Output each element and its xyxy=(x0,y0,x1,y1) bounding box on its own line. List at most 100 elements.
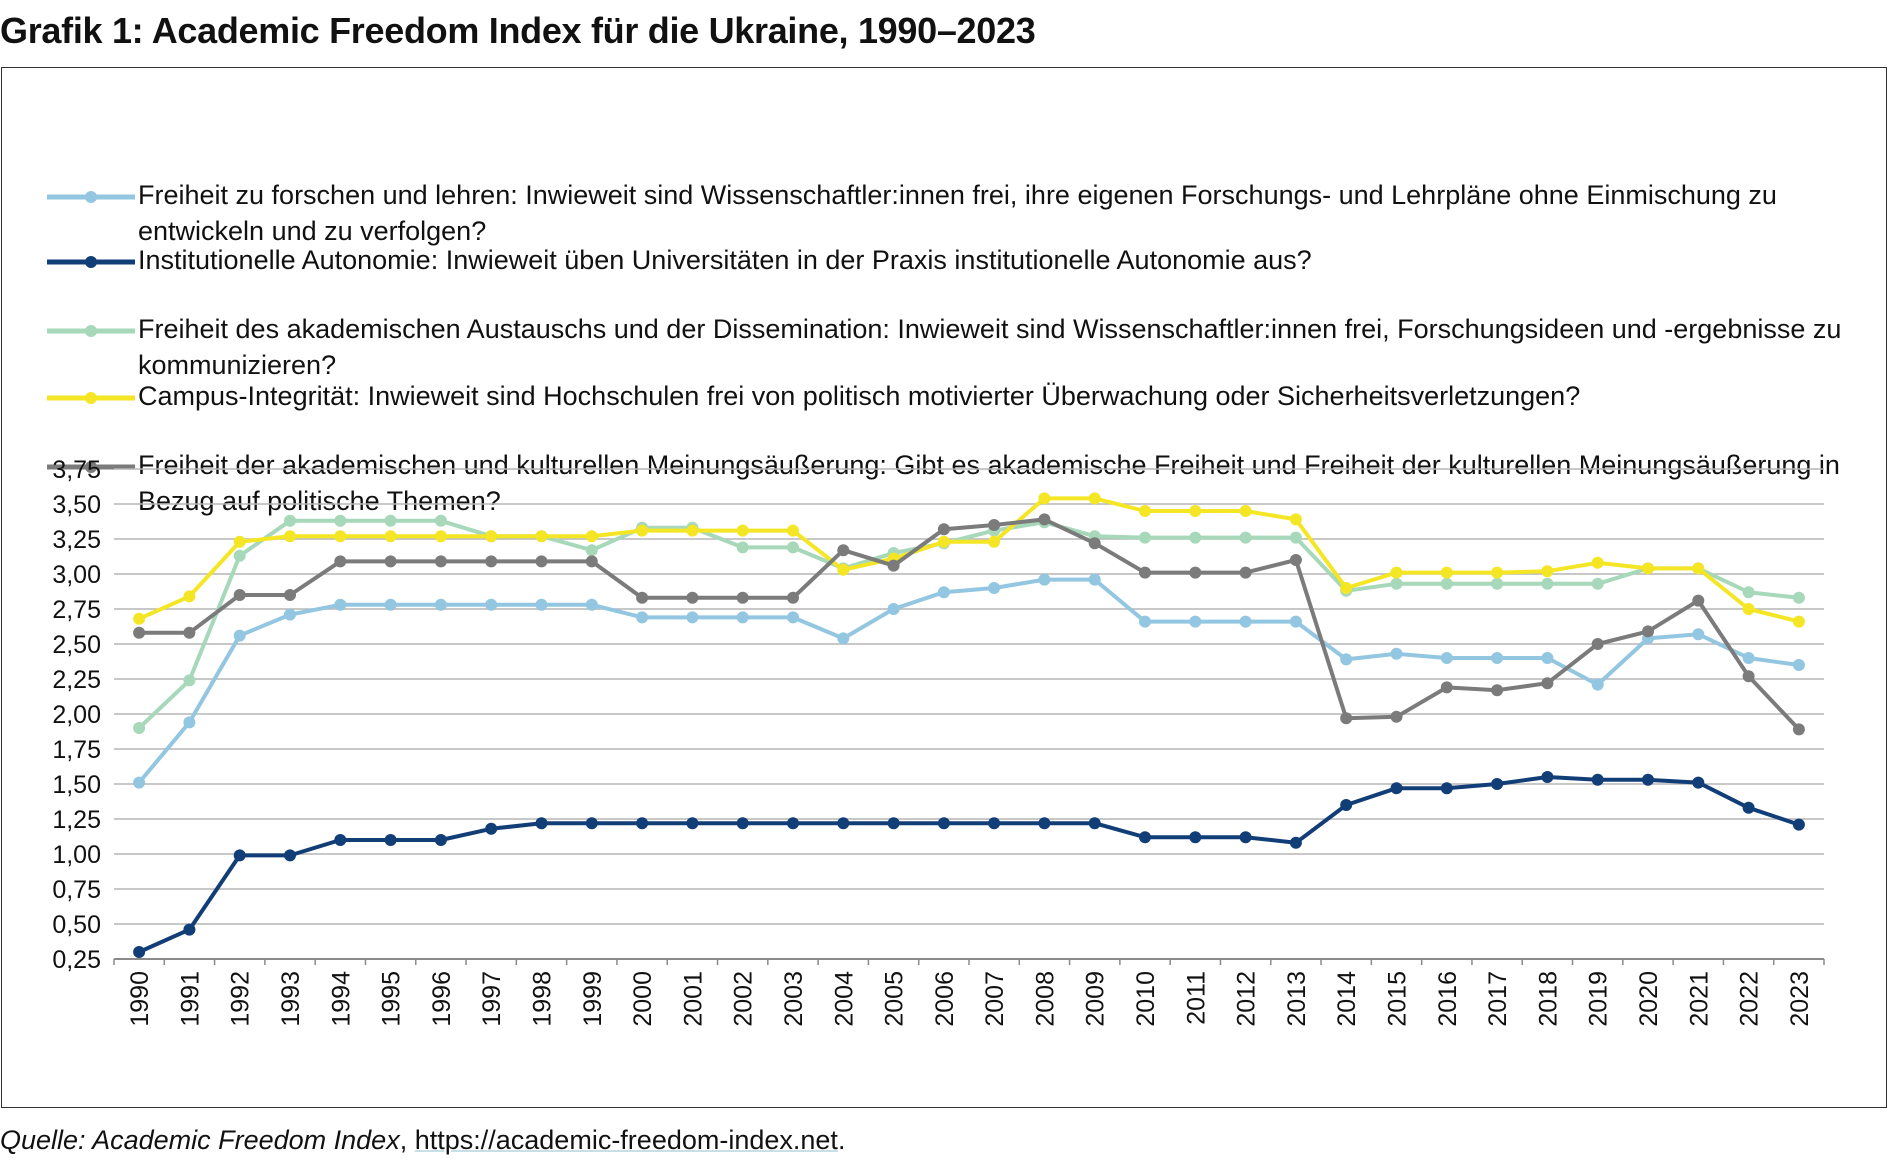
series-line xyxy=(137,518,1800,730)
data-point xyxy=(1390,566,1403,579)
data-point xyxy=(1491,778,1504,790)
data-point xyxy=(1792,659,1805,671)
x-tick-label: 2000 xyxy=(629,971,657,1027)
data-point xyxy=(787,611,799,624)
data-point xyxy=(1440,566,1453,579)
x-tick-label: 2015 xyxy=(1384,971,1412,1027)
data-point xyxy=(1440,782,1453,795)
data-point xyxy=(736,817,749,830)
data-point xyxy=(535,555,548,568)
data-point xyxy=(1792,615,1805,628)
x-tick-label: 2019 xyxy=(1585,971,1613,1027)
data-point xyxy=(1139,505,1151,517)
series-line xyxy=(138,775,1800,954)
data-point xyxy=(1591,678,1604,691)
legend-swatch-research-teaching xyxy=(47,191,135,203)
data-point xyxy=(434,530,447,543)
legend-swatch-institutional-autonomy xyxy=(47,256,135,268)
data-point xyxy=(1591,577,1604,590)
source-note: Quelle: Academic Freedom Index, https://… xyxy=(0,1125,845,1156)
y-tick-label: 2,25 xyxy=(52,666,101,694)
data-point xyxy=(384,598,397,611)
data-point xyxy=(736,611,749,624)
data-point xyxy=(787,524,799,537)
source-name: Academic Freedom Index xyxy=(92,1125,400,1155)
data-point xyxy=(837,817,850,830)
data-point xyxy=(133,612,146,625)
data-point xyxy=(686,817,699,830)
data-point xyxy=(1340,653,1353,666)
data-point xyxy=(686,611,699,624)
data-point xyxy=(1390,782,1403,795)
data-point xyxy=(1038,573,1051,586)
data-point xyxy=(183,674,196,687)
data-point xyxy=(1340,712,1353,725)
x-tick-label: 2014 xyxy=(1333,971,1361,1027)
data-point xyxy=(384,514,397,527)
data-point xyxy=(183,590,196,603)
data-point xyxy=(1491,577,1504,590)
data-point xyxy=(887,817,900,830)
data-point xyxy=(937,586,950,599)
series-4 xyxy=(133,513,1805,736)
source-link[interactable]: https://academic-freedom-index.net xyxy=(414,1125,838,1155)
data-point xyxy=(133,626,146,639)
x-tick-label: 1999 xyxy=(579,971,607,1027)
data-point xyxy=(1390,710,1403,723)
data-point xyxy=(837,544,850,557)
series-line xyxy=(138,496,1800,624)
x-tick-label: 2007 xyxy=(981,971,1009,1027)
data-point xyxy=(1440,681,1453,694)
data-point xyxy=(1390,577,1403,590)
data-point xyxy=(284,589,296,601)
data-point xyxy=(1038,817,1051,830)
data-point xyxy=(334,530,347,543)
data-point xyxy=(585,817,598,830)
y-axis-ticks: 0,25 0,50 0,75 1,00 1,25 1,50 1,75 2,00 2,25 2,50… xyxy=(52,456,101,974)
data-point xyxy=(1038,513,1051,526)
data-point xyxy=(1088,573,1101,586)
data-point xyxy=(1088,537,1101,550)
data-point xyxy=(485,530,498,543)
data-point xyxy=(787,541,799,554)
x-tick-label: 2017 xyxy=(1484,971,1512,1027)
data-point xyxy=(1289,836,1302,849)
data-point xyxy=(1340,799,1353,811)
data-point xyxy=(1139,831,1151,844)
data-point xyxy=(1340,582,1353,594)
data-point xyxy=(1491,684,1504,697)
data-point xyxy=(485,822,498,835)
data-point xyxy=(1792,723,1805,736)
data-point xyxy=(1289,513,1302,526)
data-point xyxy=(787,591,799,604)
x-tick-label: 1992 xyxy=(227,971,255,1027)
x-tick-label: 1993 xyxy=(277,971,305,1027)
data-point xyxy=(988,817,1001,830)
data-point xyxy=(1239,615,1252,628)
y-tick-label: 0,50 xyxy=(52,911,101,939)
x-tick-label: 1996 xyxy=(428,971,456,1027)
data-point xyxy=(1289,615,1302,628)
y-tick-label: 2,50 xyxy=(52,631,101,659)
data-point xyxy=(535,817,548,830)
y-tick-label: 3,00 xyxy=(52,561,101,589)
data-point xyxy=(736,591,749,604)
legend-swatch-campus-integrity xyxy=(47,392,135,404)
y-tick-label: 0,25 xyxy=(52,946,101,974)
data-point xyxy=(1491,652,1504,664)
data-point xyxy=(485,555,498,568)
data-point xyxy=(434,555,447,568)
data-point xyxy=(535,530,548,543)
x-tick-label: 1990 xyxy=(126,971,154,1027)
data-point xyxy=(1038,492,1051,505)
data-point xyxy=(1792,818,1805,831)
data-point xyxy=(1390,647,1403,660)
x-tick-label: 1997 xyxy=(478,971,506,1027)
data-point xyxy=(1189,566,1202,579)
data-point xyxy=(1189,615,1202,628)
y-tick-label: 0,75 xyxy=(52,876,101,904)
data-point xyxy=(636,817,649,830)
data-point xyxy=(233,849,246,862)
data-point xyxy=(1541,577,1554,590)
data-point xyxy=(384,530,397,543)
